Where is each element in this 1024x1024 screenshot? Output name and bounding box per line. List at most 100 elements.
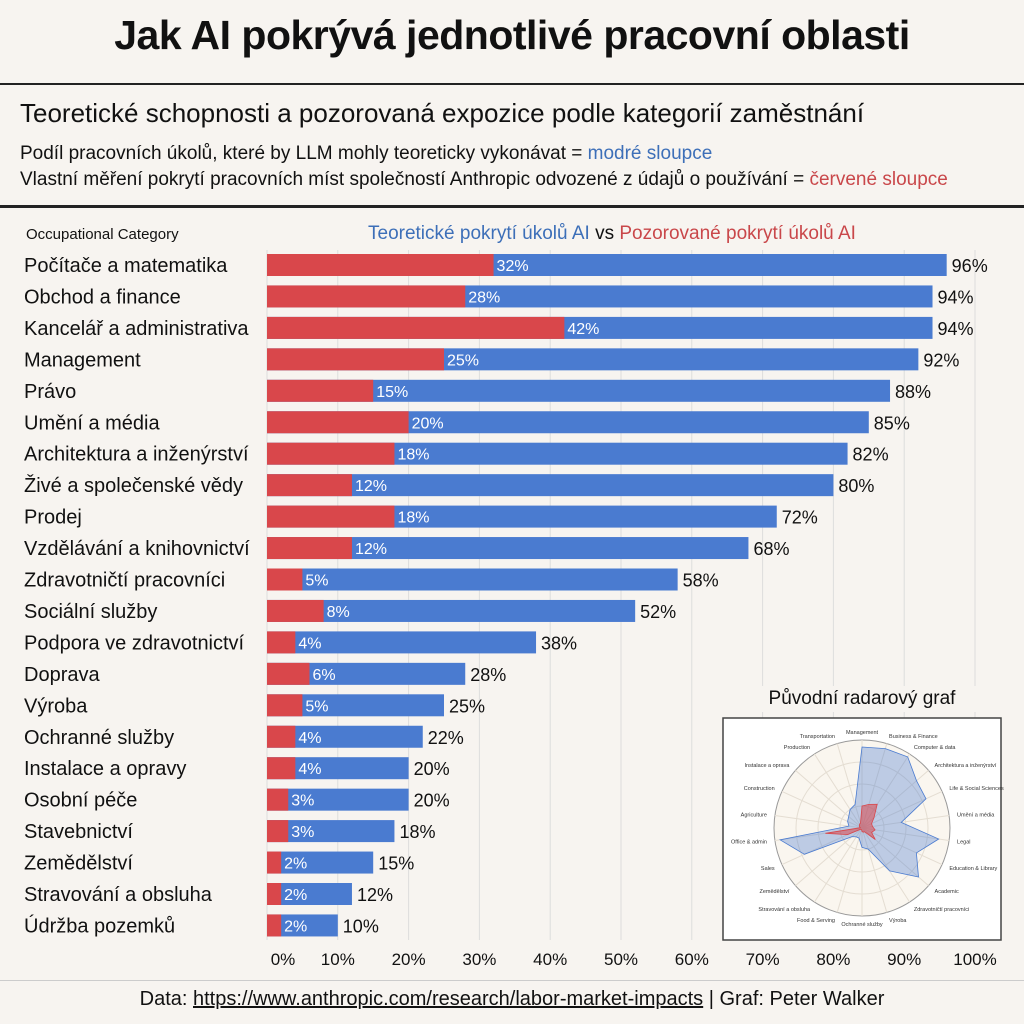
blue-bar — [267, 379, 891, 402]
blue-value-label: 94% — [938, 319, 974, 339]
divider — [0, 83, 1024, 85]
category-label: Kancelář a administrativa — [24, 318, 249, 340]
blue-value-label: 58% — [683, 571, 719, 591]
radar-title: Původní radarový graf — [768, 688, 956, 709]
blue-value-label: 94% — [938, 287, 974, 307]
red-bar — [267, 757, 296, 780]
blue-bar — [267, 442, 848, 465]
blue-value-label: 22% — [428, 728, 464, 748]
category-label: Počítače a matematika — [24, 255, 228, 277]
red-bar — [267, 883, 282, 905]
blue-value-label: 38% — [541, 633, 577, 653]
x-tick-label: 30% — [462, 950, 496, 969]
description-text: Vlastní měření pokrytí pracovních míst s… — [20, 169, 810, 190]
red-value-label: 4% — [298, 635, 321, 652]
x-tick-label: 20% — [392, 950, 426, 969]
red-bar — [267, 285, 466, 308]
red-bar — [267, 379, 374, 402]
red-bar — [267, 662, 310, 685]
source-link[interactable]: https://www.anthropic.com/research/labor… — [193, 988, 704, 1010]
red-value-label: 2% — [284, 856, 307, 873]
red-value-label: 3% — [291, 824, 314, 841]
x-tick-label: 70% — [746, 950, 780, 969]
category-label: Právo — [24, 381, 76, 403]
category-label: Výroba — [24, 695, 88, 717]
category-label: Stravování a obsluha — [24, 884, 213, 906]
x-tick-label: 50% — [604, 950, 638, 969]
blue-bar — [267, 788, 409, 811]
red-bar — [267, 505, 395, 528]
blue-bar — [267, 474, 834, 497]
category-label: Instalace a opravy — [24, 758, 186, 780]
red-bar — [267, 820, 289, 843]
blue-value-label: 96% — [952, 256, 988, 276]
footer-suffix: | Graf: Peter Walker — [703, 988, 885, 1010]
red-value-label: 28% — [468, 289, 500, 306]
category-label: Stavebnictví — [24, 821, 133, 843]
category-label: Živé a společenské vědy — [24, 474, 243, 497]
footer-divider — [0, 980, 1024, 981]
category-label: Vzdělávání a knihovnictví — [24, 538, 250, 560]
red-bar — [267, 411, 409, 434]
blue-highlight: modré sloupce — [587, 143, 713, 164]
red-bar — [267, 631, 296, 654]
red-value-label: 42% — [567, 321, 599, 338]
red-value-label: 6% — [312, 667, 335, 684]
red-value-label: 18% — [397, 510, 429, 527]
category-label: Architektura a inženýrství — [24, 444, 249, 466]
blue-bar — [267, 851, 374, 874]
red-value-label: 20% — [412, 415, 444, 432]
red-bar — [267, 851, 282, 874]
blue-value-label: 92% — [923, 350, 959, 370]
red-bar — [267, 599, 324, 622]
blue-value-label: 80% — [838, 476, 874, 496]
red-bar — [267, 788, 289, 811]
blue-bar — [267, 694, 444, 717]
red-value-label: 5% — [305, 698, 328, 715]
blue-bar — [267, 725, 423, 748]
red-bar — [267, 694, 303, 717]
subtitle: Teoretické schopnosti a pozorovaná expoz… — [20, 98, 865, 128]
legend-blue: Teoretické pokrytí úkolů AI — [368, 223, 590, 244]
red-bar — [267, 442, 395, 465]
blue-value-label: 82% — [853, 445, 889, 465]
blue-bar — [267, 914, 338, 937]
blue-value-label: 52% — [640, 602, 676, 622]
red-value-label: 4% — [298, 730, 321, 747]
red-value-label: 12% — [355, 541, 387, 558]
category-label: Doprava — [24, 664, 100, 686]
blue-value-label: 18% — [399, 822, 435, 842]
red-value-label: 2% — [284, 887, 307, 904]
blue-value-label: 25% — [449, 696, 485, 716]
red-highlight: červené sloupce — [809, 169, 948, 190]
blue-value-label: 12% — [357, 885, 393, 905]
blue-value-label: 72% — [782, 508, 818, 528]
x-tick-label: 60% — [675, 950, 709, 969]
blue-bar — [267, 411, 869, 434]
blue-value-label: 68% — [753, 539, 789, 559]
category-label: Prodej — [24, 507, 82, 529]
description-red: Vlastní měření pokrytí pracovních míst s… — [20, 169, 948, 191]
blue-bar — [267, 662, 466, 685]
divider — [0, 205, 1024, 208]
red-value-label: 18% — [397, 447, 429, 464]
x-tick-label: 90% — [887, 950, 921, 969]
legend-vs: vs — [595, 223, 615, 244]
blue-value-label: 15% — [378, 854, 414, 874]
column-header: Occupational Category — [26, 226, 179, 243]
blue-value-label: 88% — [895, 382, 931, 402]
category-label: Ochranné služby — [24, 727, 174, 749]
red-bar — [267, 568, 303, 591]
red-value-label: 4% — [298, 761, 321, 778]
x-tick-label: 100% — [953, 950, 996, 969]
blue-bar — [267, 599, 636, 622]
category-label: Sociální služby — [24, 601, 157, 623]
category-label: Obchod a finance — [24, 286, 181, 308]
footer-prefix: Data: — [139, 988, 193, 1010]
page-title: Jak AI pokrývá jednotlivé pracovní oblas… — [114, 12, 910, 58]
red-value-label: 15% — [376, 384, 408, 401]
blue-bar — [267, 883, 352, 905]
blue-value-label: 20% — [414, 791, 450, 811]
red-bar — [267, 725, 296, 748]
